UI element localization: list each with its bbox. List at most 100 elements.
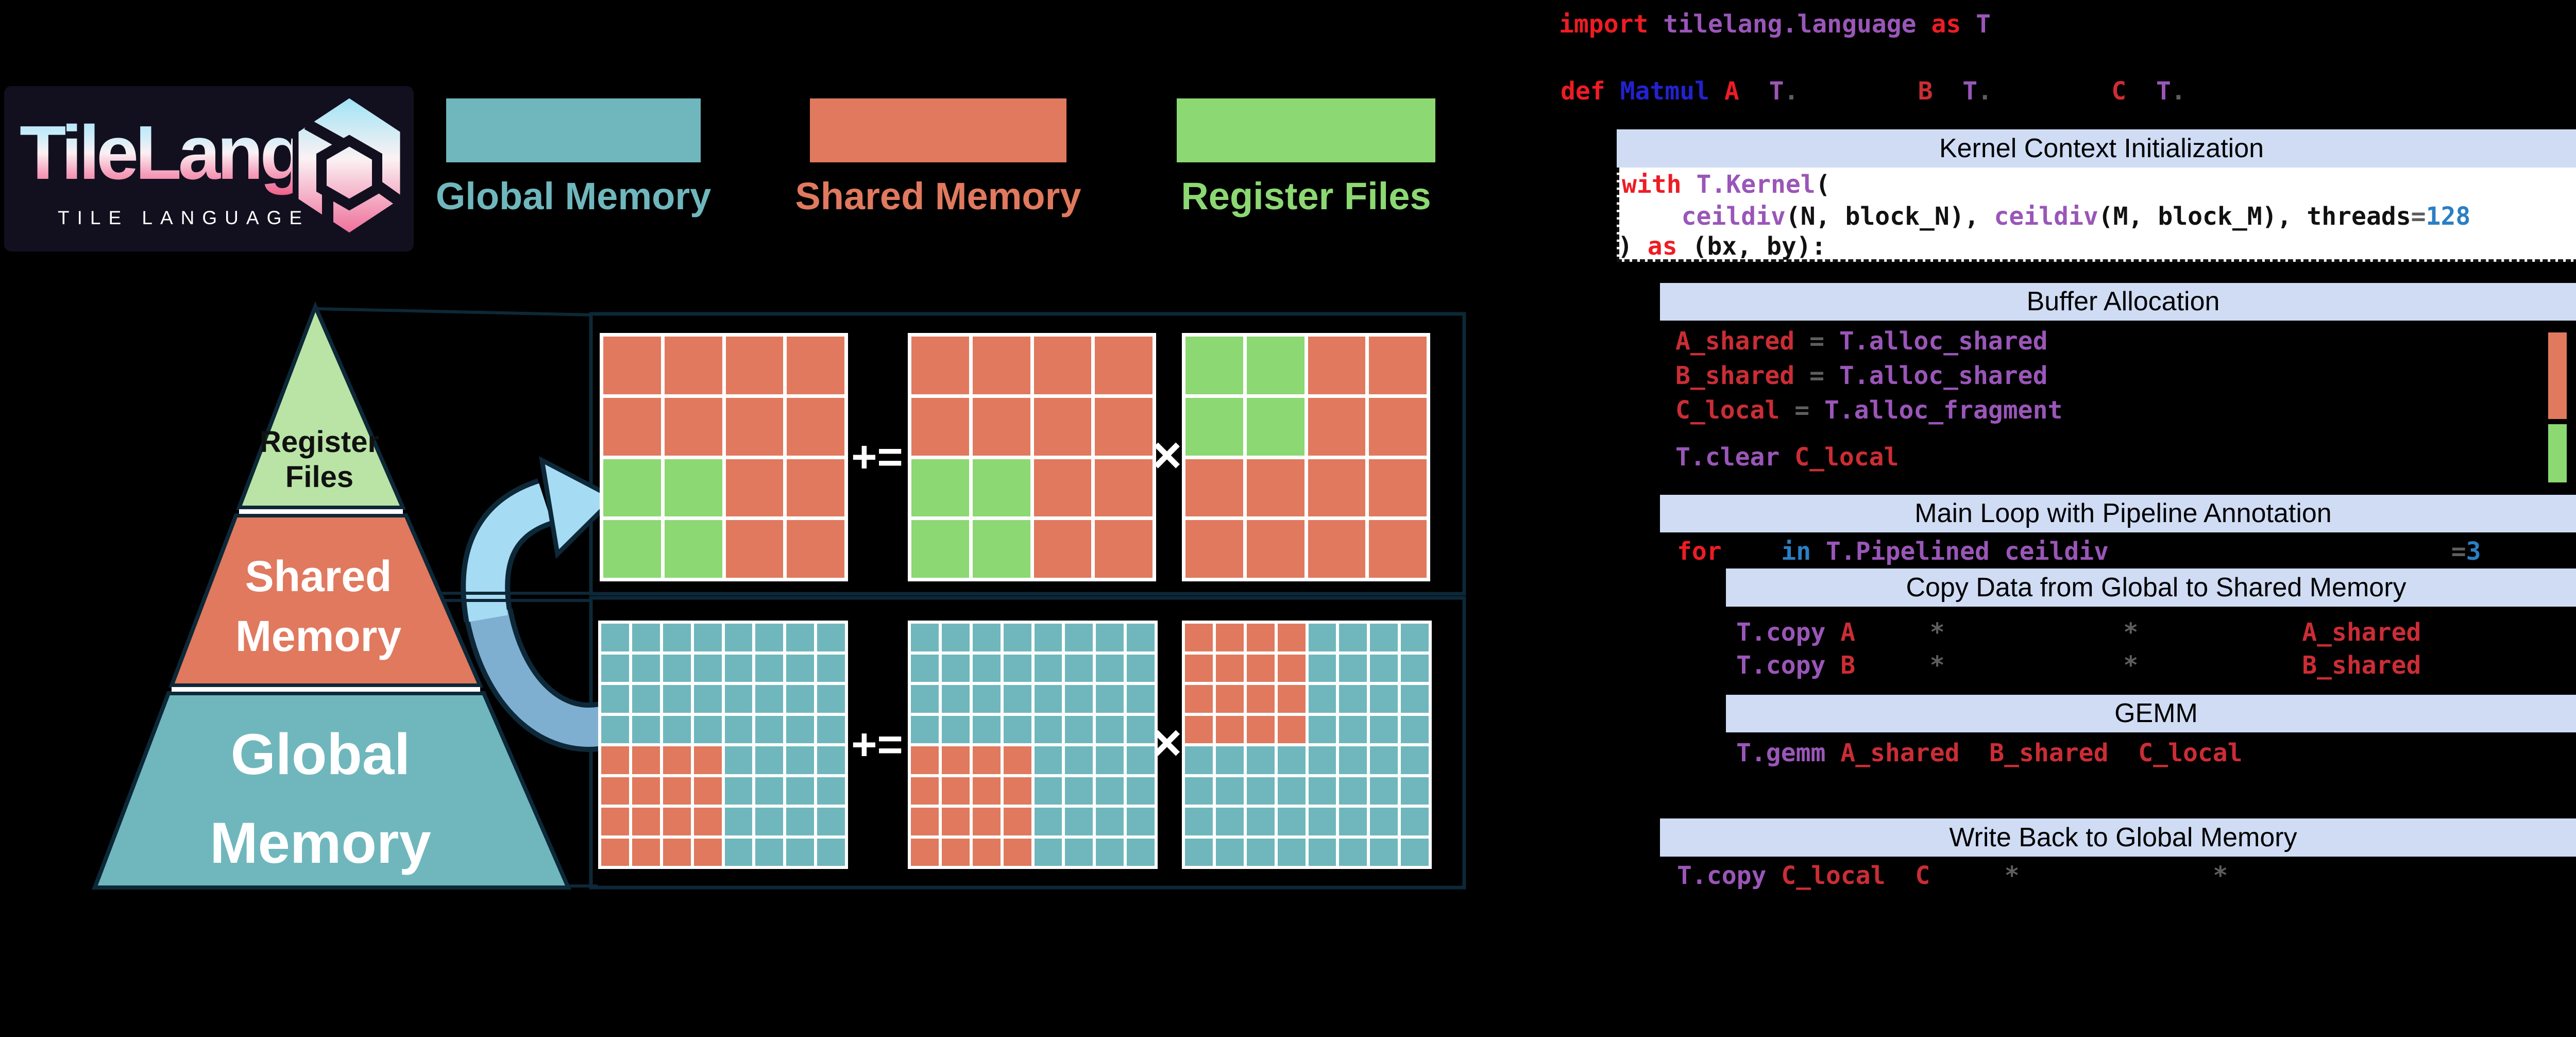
code-token: tilelang.language xyxy=(1663,10,1931,39)
matrix-cell xyxy=(1065,838,1093,866)
code-token xyxy=(2126,77,2156,106)
matrix-cell xyxy=(1127,838,1155,866)
code-token: B_shared xyxy=(2302,651,2421,680)
matrix-cell xyxy=(693,808,722,835)
matrix-cell xyxy=(632,624,660,651)
matrix-cell xyxy=(1401,685,1429,713)
code-token: with xyxy=(1622,170,1697,199)
matrix-cell xyxy=(1003,715,1031,743)
pyramid-label-register-files: Register Files xyxy=(237,425,402,495)
matrix-cell xyxy=(632,685,660,713)
kernel-context-code-box xyxy=(1617,168,2576,262)
matrix-cell xyxy=(1065,685,1093,713)
matrix-cell xyxy=(1339,685,1367,713)
matrix-cell xyxy=(1096,777,1124,805)
legend-label-register-files: Register Files xyxy=(1181,175,1431,218)
matrix-cell xyxy=(817,715,845,743)
matrix-cell xyxy=(601,654,629,682)
matrix-cell xyxy=(1003,838,1031,866)
code-token: T xyxy=(1976,10,1991,39)
matrix-cell xyxy=(1065,808,1093,835)
matrix-cell xyxy=(911,397,969,456)
code-token: T xyxy=(1769,77,1784,106)
matrix-cell xyxy=(911,337,969,394)
matrix-cell xyxy=(1003,624,1031,651)
matrix-cell xyxy=(724,715,753,743)
matrix-cell xyxy=(1034,654,1062,682)
matrix-cell xyxy=(972,746,1001,774)
code-token xyxy=(1992,77,2111,106)
matrix-cell xyxy=(1246,838,1275,866)
matrix-cell xyxy=(786,746,815,774)
matrix-cell xyxy=(1339,654,1367,682)
matrix-cell xyxy=(787,459,844,517)
matrix-cell xyxy=(1277,808,1306,835)
matrix-cell xyxy=(1401,808,1429,835)
code-token: T.alloc_shared xyxy=(1839,327,2048,356)
matrix-cell xyxy=(1401,624,1429,651)
code-token xyxy=(1959,739,1989,767)
pyramid-gap xyxy=(239,509,403,514)
code-token: (N, block_N), xyxy=(1785,202,1994,231)
matrix-cell xyxy=(786,624,815,651)
matrix-cell xyxy=(1003,777,1031,805)
matrix-cell xyxy=(601,685,629,713)
matrix-cell xyxy=(632,838,660,866)
code-token: A xyxy=(1840,618,1856,647)
matrix-cell xyxy=(911,777,939,805)
code-token: = xyxy=(1794,396,1824,425)
matrix-cell xyxy=(1096,654,1124,682)
code-token: T.alloc_shared xyxy=(1839,361,2048,390)
matrix-cell xyxy=(1034,746,1062,774)
code-token: T.Pipelined xyxy=(1826,537,2005,566)
matrix-cell xyxy=(1127,808,1155,835)
matrix-cell xyxy=(1401,746,1429,774)
code-token: ceildiv xyxy=(1994,202,2098,231)
matrix-cell xyxy=(603,397,661,456)
matrix-cell xyxy=(663,715,691,743)
code-token: . xyxy=(2171,77,2186,106)
matrix-cell xyxy=(1215,715,1244,743)
code-token: ceildiv xyxy=(1681,202,1786,231)
matrix-cell xyxy=(693,715,722,743)
matrix-cell xyxy=(1308,715,1336,743)
matrix-cell xyxy=(603,337,661,394)
matrix-cell xyxy=(1127,624,1155,651)
matrix-cell xyxy=(755,777,784,805)
matrix-cell xyxy=(817,746,845,774)
matrix-cell xyxy=(693,654,722,682)
matrix-cell xyxy=(632,715,660,743)
matrix-cell xyxy=(1369,397,1427,456)
code-token: B xyxy=(1840,651,1856,680)
matrix-cell xyxy=(1401,654,1429,682)
section-header-gemm: GEMM xyxy=(1726,695,2576,732)
code-token: A_shared xyxy=(1840,739,1960,767)
matrix-cell xyxy=(1185,459,1243,517)
code-token: C xyxy=(2111,77,2127,106)
matrix-cell xyxy=(663,624,691,651)
code-token: (M, block_M), threads xyxy=(2098,202,2411,231)
code-line-as-kernel: ) as (bx, by): xyxy=(1618,232,1826,261)
matrix-cell xyxy=(755,838,784,866)
matrix-cell xyxy=(1277,715,1306,743)
matrix-cell xyxy=(1370,838,1398,866)
code-token: T.alloc_fragment xyxy=(1824,396,2063,425)
matrix-cell xyxy=(1246,746,1275,774)
matrix-cell xyxy=(1308,808,1336,835)
matrix-cell xyxy=(1034,808,1062,835)
matrix-cell xyxy=(1185,746,1213,774)
code-token: . xyxy=(1784,77,1799,106)
matrix-cell xyxy=(972,459,1030,517)
pyramid-label-global-memory: Global Memory xyxy=(192,710,449,888)
code-token: T xyxy=(2156,77,2171,106)
matrix-cell xyxy=(786,654,815,682)
matrix-cell xyxy=(1308,624,1336,651)
matrix-cell xyxy=(1370,777,1398,805)
section-header-kernel-context: Kernel Context Initialization xyxy=(1617,129,2576,168)
code-token: C_local xyxy=(1675,396,1795,425)
matrix-cell xyxy=(1185,685,1213,713)
matrix-cell xyxy=(1370,624,1398,651)
matrix-cell xyxy=(787,337,844,394)
code-token: import xyxy=(1559,10,1664,39)
matrix-cell xyxy=(1096,624,1124,651)
